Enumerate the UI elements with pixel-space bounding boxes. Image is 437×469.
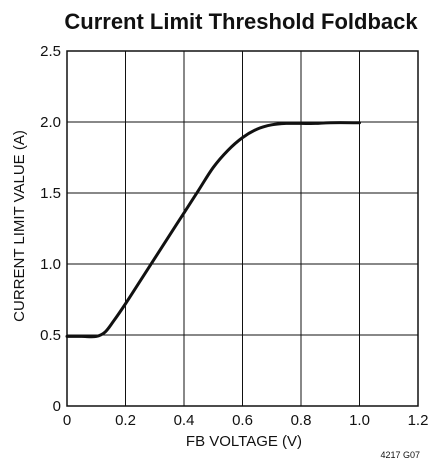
y-tick-label: 1.5 [40,185,61,202]
x-axis-label: FB VOLTAGE (V) [186,433,302,450]
x-tick-label: 0.4 [174,412,195,429]
x-tick-label: 0.2 [115,412,136,429]
y-tick-label: 1.0 [40,256,61,273]
x-tick-label: 0 [63,412,71,429]
y-tick-label: 0 [53,398,61,415]
grid [67,51,418,406]
y-tick-label: 2.5 [40,43,61,60]
y-tick-label: 0.5 [40,327,61,344]
y-axis-label: CURRENT LIMIT VALUE (A) [11,130,28,322]
x-tick-label: 1.0 [349,412,370,429]
series-line [65,121,361,339]
plot-frame [66,50,419,407]
x-tick-label: 1.2 [408,412,429,429]
tick-labels: 0 0.2 0.4 0.6 0.8 1.0 1.2 0 0.5 1.0 1.5 2.0 2.5 [40,43,428,429]
x-tick-label: 0.6 [232,412,253,429]
chart-title: Current Limit Threshold Foldback [64,9,418,34]
x-tick-label: 0.8 [291,412,312,429]
y-tick-label: 2.0 [40,114,61,131]
series-group [65,121,361,339]
figure-id: 4217 G07 [380,450,420,460]
